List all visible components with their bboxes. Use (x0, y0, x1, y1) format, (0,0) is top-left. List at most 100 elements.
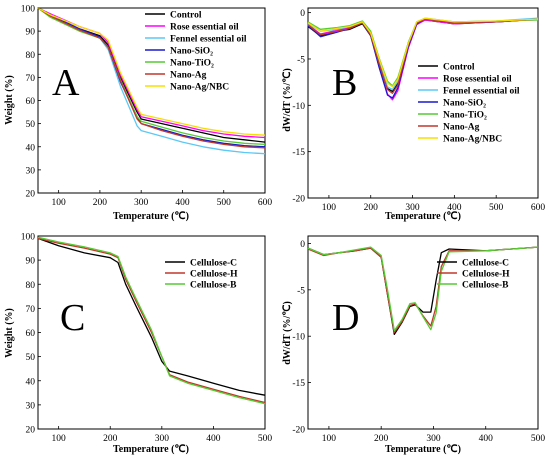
panel-b-series-7 (307, 17, 539, 88)
panel-a-ytick-label: 50 (26, 120, 36, 130)
panel-d-ytick-label: 0 (300, 240, 305, 250)
panel-a-ytick-label: 20 (26, 190, 36, 200)
panel-d-xtick-label: 200 (374, 434, 389, 444)
panel-c-ytick-label: 50 (26, 353, 36, 363)
panel-d-ytick-label: -15 (292, 379, 305, 389)
panel-b-xtick-label: 300 (405, 203, 420, 213)
panel-c-xtick-label: 200 (103, 434, 118, 444)
panel-d-xtick-label: 100 (322, 434, 337, 444)
panel-b-legend-entry: Nano-Ag/NBC (443, 135, 502, 145)
panel-d-ytick-label: -10 (292, 333, 305, 343)
panel-a-xlabel: Temperature (℃) (113, 211, 189, 222)
panel-a-xtick-label: 600 (258, 198, 273, 208)
panel-b-lines (307, 17, 539, 101)
panel-c-letter: C (60, 297, 85, 339)
panel-b-ticks: 100 200 300 400 500 600 -20 -15 -10 -5 0 (292, 9, 545, 213)
panel-a-xtick-label: 400 (175, 198, 190, 208)
panel-d-legend-entry: Cellulose-C (462, 259, 509, 269)
panel-b-xtick-label: 500 (489, 203, 504, 213)
panel-a-letter: A (52, 62, 80, 104)
panel-a-lines (37, 7, 266, 155)
panel-c-xtick-label: 500 (258, 434, 273, 444)
panel-d-legend-entry: Cellulose-H (462, 270, 510, 280)
panel-a-series-4 (37, 7, 266, 148)
panel-c-ytick-label: 40 (26, 377, 36, 387)
panel-c-ytick-label: 60 (26, 329, 36, 339)
panel-a-ytick-label: 100 (21, 5, 36, 15)
panel-a-legend-entry: Control (170, 11, 202, 21)
panel-a-legend-entry: Nano-Ag/NBC (170, 83, 229, 93)
panel-c-ytick-label: 30 (26, 401, 36, 411)
panel-d-xtick-label: 500 (531, 434, 546, 444)
panel-a-xtick-label: 300 (134, 198, 149, 208)
panel-d-series-3 (307, 246, 539, 332)
panel-b-legend-entry: Nano-TiO₂ (443, 111, 487, 121)
panel-d-ticks: 100 200 300 400 500 -20 -15 -10 -5 0 (292, 240, 545, 444)
panel-b-legend-entry: Control (443, 63, 475, 73)
panel-c-ytick-label: 20 (26, 426, 36, 436)
panel-a-legend-entry: Nano-TiO₂ (170, 59, 214, 69)
panel-a-ytick-label: 90 (26, 28, 36, 38)
panel-b-legend-entry: Nano-Ag (443, 123, 480, 133)
panel-d-series-2 (307, 246, 539, 334)
panel-b-frame (307, 7, 539, 199)
panel-b-ytick-label: -15 (292, 148, 305, 158)
panel-c-series-2 (37, 237, 266, 404)
panel-b-xtick-label: 200 (364, 203, 379, 213)
panel-b-xlabel: Temperature (℃) (385, 211, 461, 222)
panel-b-ytick-label: 0 (300, 9, 305, 19)
panel-d-ylabel: dW/dT (%/℃) (282, 301, 293, 365)
panel-a-ylabel: Weight (%) (4, 75, 15, 125)
panel-d-xtick-label: 400 (479, 434, 494, 444)
panel-a-xtick-label: 500 (217, 198, 232, 208)
panel-c-legend-entry: Cellulose-B (190, 281, 237, 291)
panel-d-letter: D (332, 297, 359, 339)
panel-a-legend-entry: Nano-SiO₂ (170, 47, 213, 57)
panel-a-legend-entry: Rose essential oil (170, 23, 239, 33)
panel-c: 100 200 300 400 500 20 30 40 50 60 70 80 90 100 C Tem… (4, 233, 272, 456)
panel-c-series-3 (37, 236, 266, 405)
panel-b-legend-entry: Fennel essential oil (443, 87, 520, 97)
panel-b-letter: B (332, 62, 357, 104)
panel-d-lines (307, 246, 539, 336)
panel-c-xtick-label: 300 (155, 434, 170, 444)
panel-b-xtick-label: 400 (447, 203, 462, 213)
panel-a-legend-entry: Nano-Ag (170, 71, 207, 81)
panel-a-ytick-label: 40 (26, 143, 36, 153)
panel-c-ytick-label: 90 (26, 257, 36, 267)
panel-a-ticks: 100 200 300 400 500 600 20 30 40 50 60 70 80 90 100 (21, 5, 273, 209)
panel-a-xtick-label: 100 (52, 198, 67, 208)
panel-c-lines (37, 236, 266, 405)
panel-b-xtick-label: 100 (322, 203, 337, 213)
panel-b-ytick-label: -10 (292, 102, 305, 112)
panel-a-ytick-label: 80 (26, 51, 36, 61)
panel-b-legend-entry: Rose essential oil (443, 75, 512, 85)
panel-c-xlabel: Temperature (℃) (113, 444, 189, 455)
panel-c-xtick-label: 100 (52, 434, 67, 444)
panel-c-series-1 (37, 237, 266, 396)
panel-c-ylabel: Weight (%) (4, 308, 15, 358)
panel-a-legend-entry: Fennel essential oil (170, 35, 247, 45)
panel-b-legend-entry: Nano-SiO₂ (443, 99, 486, 109)
panel-a-series-5 (37, 7, 266, 146)
panel-d: 100 200 300 400 500 -20 -15 -10 -5 0 D Temperatur… (282, 235, 545, 455)
panel-a-ytick-label: 70 (26, 74, 36, 84)
panel-b-legend: Control Rose essential oil Fennel essentia… (418, 63, 520, 145)
panel-a-ytick-label: 30 (26, 166, 36, 176)
panel-c-ticks: 100 200 300 400 500 20 30 40 50 60 70 80 90 100 (21, 233, 273, 445)
panel-b-ylabel: dW/dT (%/℃) (282, 68, 293, 132)
panel-c-legend-entry: Cellulose-C (190, 259, 237, 269)
panel-d-ytick-label: -5 (297, 286, 305, 296)
panel-a-ytick-label: 60 (26, 97, 36, 107)
panel-a-xtick-label: 200 (93, 198, 108, 208)
panel-b-ytick-label: -5 (297, 55, 305, 65)
panel-b-xtick-label: 600 (531, 203, 546, 213)
panel-c-ytick-label: 80 (26, 281, 36, 291)
panel-c-xtick-label: 400 (206, 434, 221, 444)
panel-d-frame (307, 235, 539, 430)
panel-a-series-6 (37, 7, 266, 149)
